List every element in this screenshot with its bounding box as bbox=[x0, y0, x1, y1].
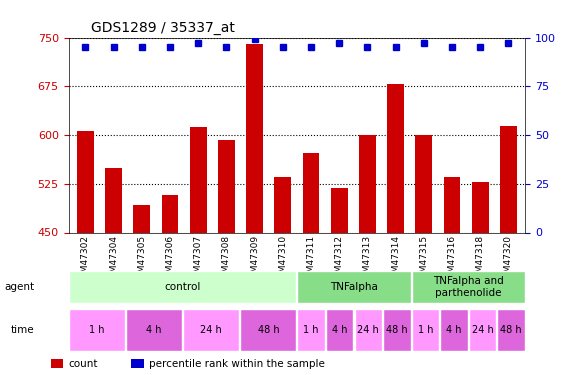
Text: 4 h: 4 h bbox=[146, 325, 162, 335]
Bar bbox=[440, 309, 468, 351]
Bar bbox=[240, 309, 296, 351]
Bar bbox=[69, 309, 125, 351]
Text: percentile rank within the sample: percentile rank within the sample bbox=[148, 359, 324, 369]
Text: 1 h: 1 h bbox=[89, 325, 105, 335]
Bar bbox=[355, 309, 382, 351]
Bar bbox=[246, 44, 263, 232]
Bar bbox=[105, 168, 122, 232]
Bar bbox=[51, 359, 63, 368]
Text: 1 h: 1 h bbox=[303, 325, 319, 335]
Text: 4 h: 4 h bbox=[332, 325, 348, 335]
Text: control: control bbox=[164, 282, 201, 292]
Bar bbox=[303, 153, 320, 232]
Bar bbox=[331, 188, 348, 232]
Bar bbox=[183, 309, 239, 351]
Bar bbox=[326, 309, 353, 351]
Text: 48 h: 48 h bbox=[500, 325, 522, 335]
Text: agent: agent bbox=[4, 282, 34, 292]
Bar bbox=[69, 271, 296, 303]
Text: 24 h: 24 h bbox=[472, 325, 493, 335]
Bar bbox=[472, 183, 489, 232]
Text: time: time bbox=[11, 325, 34, 335]
Bar bbox=[359, 135, 376, 232]
Text: 24 h: 24 h bbox=[357, 325, 379, 335]
Bar bbox=[412, 309, 439, 351]
Bar bbox=[274, 177, 291, 232]
Bar bbox=[500, 126, 517, 232]
Text: GDS1289 / 35337_at: GDS1289 / 35337_at bbox=[91, 21, 235, 35]
Bar bbox=[412, 271, 525, 303]
Bar bbox=[131, 359, 144, 368]
Text: count: count bbox=[69, 359, 98, 369]
Bar bbox=[444, 177, 460, 232]
Bar bbox=[77, 131, 94, 232]
Text: 48 h: 48 h bbox=[386, 325, 408, 335]
Text: 4 h: 4 h bbox=[446, 325, 462, 335]
Bar bbox=[190, 127, 207, 232]
Bar bbox=[387, 84, 404, 232]
Bar bbox=[415, 135, 432, 232]
Text: TNFalpha and
parthenolide: TNFalpha and parthenolide bbox=[433, 276, 504, 298]
Text: 48 h: 48 h bbox=[258, 325, 279, 335]
Text: 1 h: 1 h bbox=[417, 325, 433, 335]
Text: 24 h: 24 h bbox=[200, 325, 222, 335]
Text: TNFalpha: TNFalpha bbox=[330, 282, 378, 292]
Bar bbox=[297, 309, 325, 351]
Bar bbox=[162, 195, 179, 232]
Bar bbox=[497, 309, 525, 351]
Bar bbox=[134, 205, 150, 232]
Bar bbox=[383, 309, 411, 351]
Bar bbox=[297, 271, 411, 303]
Bar bbox=[469, 309, 496, 351]
Bar bbox=[218, 140, 235, 232]
Bar bbox=[126, 309, 182, 351]
